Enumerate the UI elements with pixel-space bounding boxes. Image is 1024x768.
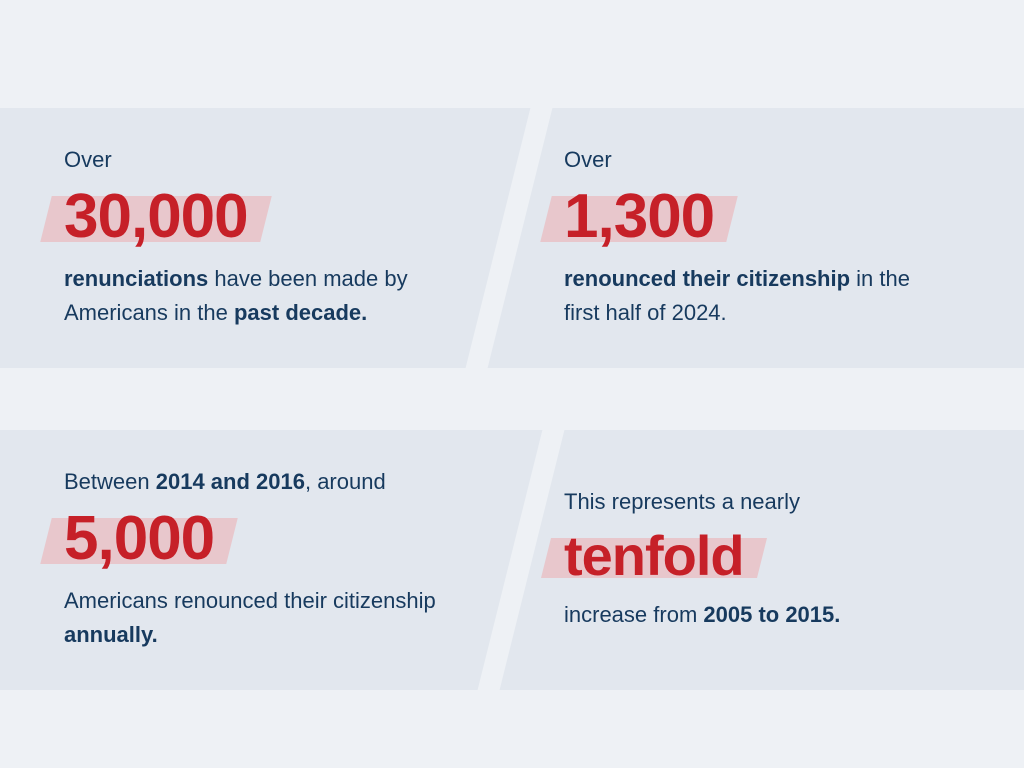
stat-description: renunciations have been made by American… bbox=[64, 262, 444, 330]
stat-description: renounced their citizenship in the first… bbox=[564, 262, 944, 330]
infographic-page: Over 30,000 renunciations have been made… bbox=[0, 0, 1024, 768]
stat-card-30000: Over 30,000 renunciations have been made… bbox=[64, 108, 464, 368]
stat-card-1300: Over 1,300 renounced their citizenship i… bbox=[564, 108, 964, 368]
stat-highlight: 30,000 bbox=[64, 186, 248, 248]
stat-description: increase from 2005 to 2015. bbox=[564, 598, 944, 632]
stat-prefix: Over bbox=[64, 146, 464, 175]
stat-highlight: 5,000 bbox=[64, 508, 214, 570]
stat-description: Americans renounced their citizenship an… bbox=[64, 584, 444, 652]
stat-prefix: Over bbox=[564, 146, 964, 175]
stat-card-5000: Between 2014 and 2016, around 5,000 Amer… bbox=[64, 430, 464, 690]
stat-row-2: Between 2014 and 2016, around 5,000 Amer… bbox=[0, 430, 1024, 690]
stat-highlight: tenfold bbox=[564, 528, 744, 584]
stat-number: 1,300 bbox=[564, 186, 714, 248]
stat-prefix: This represents a nearly bbox=[564, 488, 964, 517]
stat-number: 30,000 bbox=[64, 186, 248, 248]
stat-card-tenfold: This represents a nearly tenfold increas… bbox=[564, 430, 964, 690]
stat-highlight: 1,300 bbox=[564, 186, 714, 248]
stat-row-1: Over 30,000 renunciations have been made… bbox=[0, 108, 1024, 368]
stat-word: tenfold bbox=[564, 528, 744, 584]
stat-number: 5,000 bbox=[64, 508, 214, 570]
stat-prefix: Between 2014 and 2016, around bbox=[64, 468, 464, 497]
